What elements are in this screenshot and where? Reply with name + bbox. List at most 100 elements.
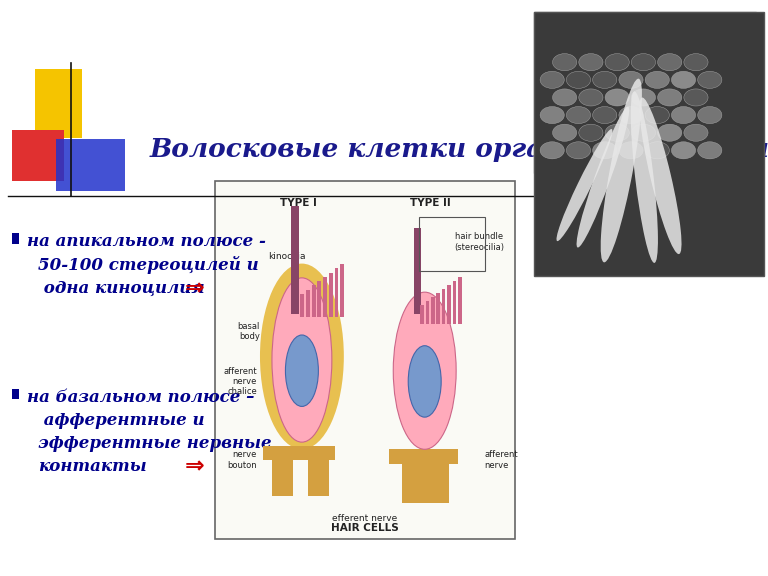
Bar bbox=[431, 297, 435, 324]
Ellipse shape bbox=[697, 142, 722, 159]
Ellipse shape bbox=[671, 71, 696, 88]
Ellipse shape bbox=[552, 89, 577, 106]
Ellipse shape bbox=[566, 107, 591, 124]
Text: K: K bbox=[690, 21, 698, 31]
Ellipse shape bbox=[286, 335, 319, 407]
Ellipse shape bbox=[619, 71, 643, 88]
Ellipse shape bbox=[697, 71, 722, 88]
Ellipse shape bbox=[540, 142, 564, 159]
Text: на базальном полюсе –: на базальном полюсе – bbox=[27, 389, 254, 406]
Ellipse shape bbox=[619, 107, 643, 124]
Bar bbox=[306, 290, 310, 317]
Ellipse shape bbox=[645, 71, 670, 88]
Bar bbox=[35, 69, 82, 138]
Ellipse shape bbox=[605, 124, 629, 141]
Ellipse shape bbox=[601, 79, 642, 262]
Text: 50-100 стереоцилей и: 50-100 стереоцилей и bbox=[38, 256, 259, 274]
Ellipse shape bbox=[540, 71, 564, 88]
Text: kinocilia: kinocilia bbox=[268, 252, 306, 261]
Ellipse shape bbox=[552, 54, 577, 71]
Text: 1 µm: 1 µm bbox=[705, 156, 730, 166]
Bar bbox=[442, 289, 445, 324]
Ellipse shape bbox=[566, 142, 591, 159]
Text: hair bundle
(stereocilia): hair bundle (stereocilia) bbox=[455, 233, 505, 252]
Ellipse shape bbox=[566, 71, 591, 88]
Ellipse shape bbox=[684, 54, 708, 71]
Bar bbox=[414, 228, 421, 313]
Ellipse shape bbox=[605, 54, 629, 71]
Bar bbox=[432, 453, 449, 503]
Text: контакты: контакты bbox=[38, 458, 147, 475]
Text: афферентные и: афферентные и bbox=[38, 412, 205, 429]
Bar bbox=[56, 139, 125, 191]
Ellipse shape bbox=[640, 97, 681, 254]
Text: TYPE II: TYPE II bbox=[410, 198, 451, 208]
Text: basal
body: basal body bbox=[237, 322, 260, 341]
Text: одна киноцилия: одна киноцилия bbox=[38, 279, 205, 297]
Bar bbox=[420, 305, 424, 324]
Bar bbox=[12, 130, 64, 181]
Ellipse shape bbox=[577, 107, 629, 248]
Bar bbox=[335, 268, 339, 317]
Ellipse shape bbox=[645, 107, 670, 124]
Text: на апикальном полюсе -: на апикальном полюсе - bbox=[27, 233, 266, 251]
Bar bbox=[534, 12, 764, 276]
Ellipse shape bbox=[631, 92, 658, 263]
Bar bbox=[263, 446, 335, 460]
Ellipse shape bbox=[657, 124, 682, 141]
Bar bbox=[402, 453, 419, 503]
Ellipse shape bbox=[593, 71, 617, 88]
Ellipse shape bbox=[697, 107, 722, 124]
Text: efferent nerve: efferent nerve bbox=[333, 514, 397, 524]
Ellipse shape bbox=[684, 124, 708, 141]
Ellipse shape bbox=[579, 54, 603, 71]
Bar bbox=[12, 389, 19, 399]
Text: HC: HC bbox=[577, 256, 592, 266]
Ellipse shape bbox=[593, 107, 617, 124]
Bar bbox=[458, 277, 462, 324]
Text: nerve
bouton: nerve bouton bbox=[227, 450, 257, 469]
Ellipse shape bbox=[645, 142, 670, 159]
Text: эфферентные нервные: эфферентные нервные bbox=[38, 435, 272, 452]
Ellipse shape bbox=[393, 292, 456, 449]
Ellipse shape bbox=[684, 89, 708, 106]
Bar bbox=[308, 449, 329, 496]
Ellipse shape bbox=[579, 124, 603, 141]
Text: afferent
nerve: afferent nerve bbox=[485, 450, 518, 469]
Ellipse shape bbox=[631, 54, 656, 71]
Text: HAIR CELLS: HAIR CELLS bbox=[331, 523, 399, 533]
Bar bbox=[452, 281, 456, 324]
Ellipse shape bbox=[593, 142, 617, 159]
Ellipse shape bbox=[619, 142, 643, 159]
Bar bbox=[447, 285, 451, 324]
Bar bbox=[340, 264, 344, 317]
Bar bbox=[312, 285, 316, 317]
Ellipse shape bbox=[552, 124, 577, 141]
Bar bbox=[436, 293, 440, 324]
Ellipse shape bbox=[657, 89, 682, 106]
Ellipse shape bbox=[540, 107, 564, 124]
Text: K: K bbox=[679, 86, 688, 96]
Text: Волосковые клетки органа равновесия: Волосковые клетки органа равновесия bbox=[150, 137, 768, 162]
Bar bbox=[317, 281, 321, 317]
Text: TYPE I: TYPE I bbox=[280, 198, 317, 208]
Text: afferent
nerve
chalice: afferent nerve chalice bbox=[223, 366, 257, 396]
Text: S: S bbox=[680, 171, 687, 181]
Bar bbox=[300, 294, 304, 317]
Ellipse shape bbox=[409, 346, 441, 417]
Ellipse shape bbox=[605, 89, 629, 106]
Bar bbox=[425, 301, 429, 324]
Ellipse shape bbox=[579, 89, 603, 106]
Ellipse shape bbox=[260, 264, 344, 449]
Bar bbox=[419, 217, 485, 271]
Bar bbox=[417, 453, 434, 503]
Ellipse shape bbox=[671, 142, 696, 159]
Text: ⇒: ⇒ bbox=[184, 454, 204, 479]
Ellipse shape bbox=[657, 54, 682, 71]
Ellipse shape bbox=[671, 107, 696, 124]
Bar bbox=[329, 272, 333, 317]
Bar bbox=[272, 449, 293, 496]
Ellipse shape bbox=[272, 278, 332, 442]
Text: ⇒: ⇒ bbox=[184, 276, 204, 300]
Bar bbox=[215, 181, 515, 539]
